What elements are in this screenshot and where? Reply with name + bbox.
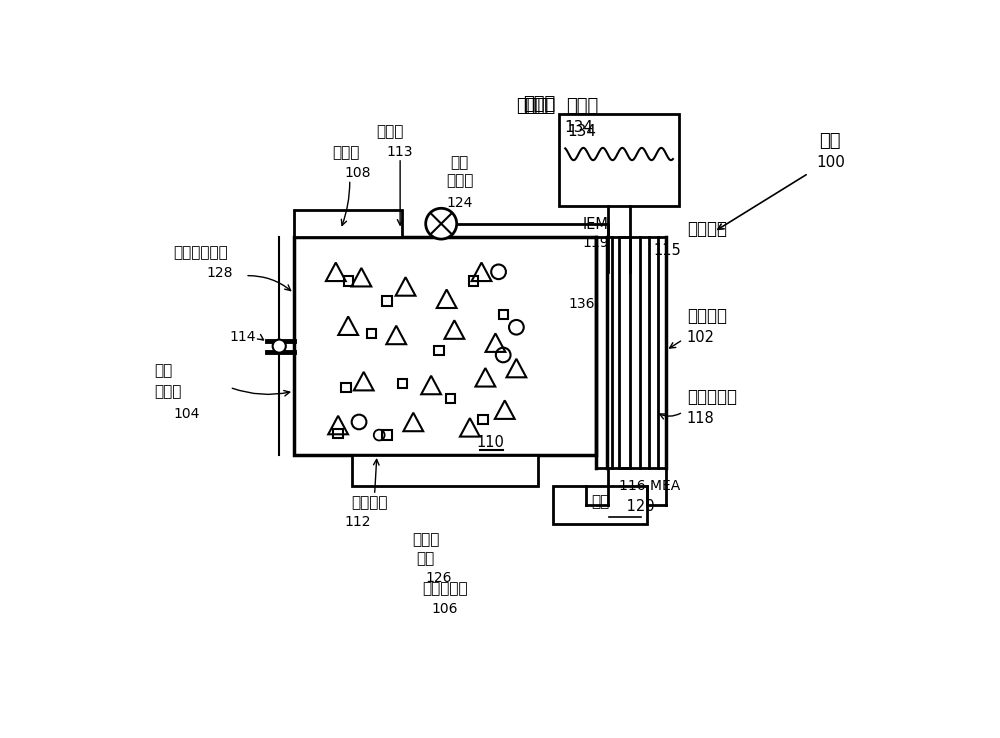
Bar: [446, 394, 455, 404]
Text: 108: 108: [344, 166, 371, 180]
Text: 端口: 端口: [417, 551, 435, 566]
Circle shape: [426, 208, 457, 239]
Text: 输出流: 输出流: [412, 532, 439, 548]
Text: IEM: IEM: [582, 216, 608, 232]
Text: 水储池: 水储池: [516, 97, 548, 115]
Text: 124: 124: [447, 196, 473, 210]
Bar: [434, 345, 444, 355]
Text: 119: 119: [582, 235, 609, 249]
Text: 104: 104: [173, 407, 199, 421]
Text: 水储池: 水储池: [523, 95, 555, 113]
Text: 阳极浆料储池: 阳极浆料储池: [173, 245, 228, 260]
Bar: [344, 277, 353, 286]
Bar: [382, 430, 392, 440]
Text: 126: 126: [426, 571, 452, 585]
Bar: [294, 210, 402, 237]
Text: 空气阴极: 空气阴极: [687, 308, 727, 325]
Text: 120: 120: [622, 499, 654, 514]
Bar: [478, 415, 488, 424]
Text: 流端口: 流端口: [446, 173, 473, 188]
Bar: [398, 379, 407, 388]
Bar: [382, 297, 392, 306]
Text: 电解质室: 电解质室: [687, 221, 727, 238]
Text: 水储池: 水储池: [566, 97, 598, 115]
Bar: [333, 429, 343, 438]
Text: 锌粒子: 锌粒子: [332, 145, 360, 160]
Circle shape: [273, 339, 286, 353]
Text: 阴极集电器: 阴极集电器: [687, 387, 737, 406]
Text: 112: 112: [344, 515, 371, 529]
Text: 100: 100: [816, 155, 845, 170]
Text: 102: 102: [687, 330, 715, 345]
Text: 106: 106: [432, 602, 458, 616]
Bar: [352, 455, 538, 486]
Text: 络合剂: 络合剂: [376, 124, 404, 139]
Text: 134: 134: [564, 120, 593, 135]
Text: 134: 134: [568, 124, 597, 139]
Bar: [559, 114, 679, 207]
Bar: [499, 309, 508, 319]
Text: 114: 114: [230, 331, 256, 344]
Text: 136: 136: [568, 297, 595, 311]
Text: 锌浆: 锌浆: [154, 363, 173, 378]
Text: 110: 110: [477, 435, 505, 450]
Text: 113: 113: [387, 145, 413, 159]
Text: 碳添加剂: 碳添加剂: [351, 495, 387, 510]
Text: 128: 128: [206, 266, 233, 280]
Bar: [367, 329, 376, 338]
Text: 118: 118: [687, 410, 715, 426]
Bar: [553, 486, 647, 525]
Text: 116 MEA: 116 MEA: [619, 479, 681, 493]
Text: 115: 115: [654, 243, 681, 258]
Bar: [341, 383, 351, 392]
Text: 输入: 输入: [451, 155, 469, 170]
Text: 料阳极: 料阳极: [154, 384, 182, 399]
Text: 水储池: 水储池: [523, 97, 555, 115]
Text: 电池: 电池: [820, 132, 841, 150]
Bar: [469, 277, 478, 286]
Text: 负载: 负载: [591, 494, 609, 509]
Text: 阳极集电器: 阳极集电器: [422, 582, 468, 596]
Bar: [294, 237, 596, 455]
